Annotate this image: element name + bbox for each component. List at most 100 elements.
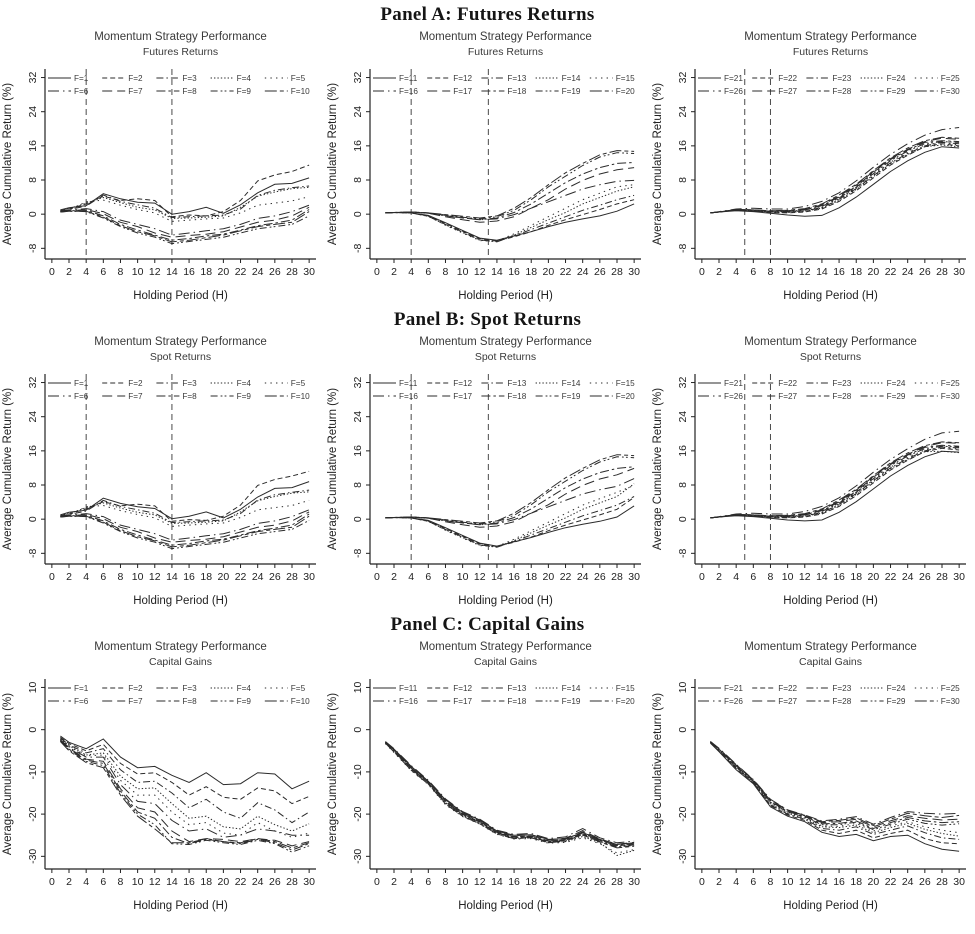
y-tick-label: -8 — [677, 549, 689, 558]
series-line — [385, 484, 635, 548]
chart-title: Momentum Strategy Performance — [744, 31, 917, 43]
legend-label: F=20 — [616, 697, 635, 706]
x-tick-label: 26 — [594, 571, 606, 583]
x-tick-label: 6 — [750, 571, 756, 583]
series-line — [60, 509, 310, 541]
x-tick-label: 22 — [885, 876, 897, 888]
chart-spot-f1-f10: Momentum Strategy Performance Spot Return… — [0, 332, 325, 610]
x-tick-label: 30 — [628, 266, 640, 278]
y-tick-label: 16 — [27, 140, 39, 152]
panel-a-heading: Panel A: Futures Returns — [380, 4, 595, 25]
x-tick-label: 16 — [183, 266, 195, 278]
x-tick-label: 22 — [560, 876, 572, 888]
series-line — [385, 741, 635, 845]
series-line — [60, 210, 310, 245]
y-axis-label: Average Cumulative Return (%) — [652, 83, 664, 245]
x-tick-label: 10 — [132, 266, 144, 278]
y-tick-label: -20 — [27, 806, 39, 821]
x-tick-label: 14 — [816, 571, 828, 583]
x-tick-label: 10 — [457, 876, 469, 888]
series-line — [385, 741, 635, 846]
x-tick-label: 20 — [868, 571, 880, 583]
legend-label: F=1 — [74, 74, 89, 83]
series-line — [385, 184, 635, 242]
y-axis-label: Average Cumulative Return (%) — [2, 693, 14, 855]
y-tick-label: 10 — [352, 681, 364, 693]
legend-label: F=11 — [399, 684, 418, 693]
series-line — [710, 140, 960, 214]
legend-label: F=12 — [453, 74, 472, 83]
x-tick-label: 20 — [868, 266, 880, 278]
x-tick-label: 2 — [66, 876, 72, 888]
series-line — [710, 127, 960, 214]
legend-label: F=2 — [128, 684, 143, 693]
series-line — [710, 741, 960, 834]
x-tick-label: 26 — [919, 876, 931, 888]
legend-label: F=28 — [832, 392, 851, 401]
chart-subtitle: Futures Returns — [468, 46, 543, 58]
x-tick-label: 0 — [699, 876, 705, 888]
x-tick-label: 12 — [149, 571, 161, 583]
x-tick-label: 0 — [374, 876, 380, 888]
y-tick-label: 24 — [27, 411, 39, 423]
x-tick-label: 14 — [816, 266, 828, 278]
y-tick-label: -8 — [27, 549, 39, 558]
legend-label: F=28 — [832, 697, 851, 706]
legend-label: F=9 — [237, 697, 252, 706]
x-tick-label: 22 — [885, 266, 897, 278]
chart-svg: Momentum Strategy Performance Spot Return… — [652, 336, 966, 607]
y-tick-label: 24 — [677, 411, 689, 423]
chart-capitalgains-f11-f20: Momentum Strategy Performance Capital Gai… — [325, 637, 650, 915]
legend-label: F=30 — [941, 392, 960, 401]
legend-label: F=2 — [128, 379, 143, 388]
x-tick-label: 12 — [474, 571, 486, 583]
x-tick-label: 22 — [235, 876, 247, 888]
legend-label: F=16 — [399, 392, 418, 401]
x-tick-label: 2 — [391, 876, 397, 888]
legend-label: F=29 — [887, 392, 906, 401]
x-tick-label: 26 — [594, 876, 606, 888]
x-tick-label: 4 — [733, 571, 739, 583]
panel-b-row: Momentum Strategy Performance Spot Return… — [0, 332, 975, 610]
chart-svg: Momentum Strategy Performance Capital Gai… — [652, 641, 966, 912]
legend-label: F=17 — [453, 87, 472, 96]
x-tick-label: 30 — [953, 571, 965, 583]
y-tick-label: 16 — [352, 140, 364, 152]
y-tick-label: -10 — [677, 764, 689, 779]
x-tick-label: 14 — [166, 571, 178, 583]
legend-label: F=7 — [128, 697, 143, 706]
series-line — [60, 196, 310, 222]
y-tick-label: 32 — [27, 72, 39, 84]
legend-label: F=19 — [562, 392, 581, 401]
x-tick-label: 0 — [49, 876, 55, 888]
x-tick-label: 10 — [457, 266, 469, 278]
chart-title: Momentum Strategy Performance — [94, 336, 267, 348]
series-line — [60, 511, 310, 543]
y-axis-label: Average Cumulative Return (%) — [327, 388, 339, 550]
x-tick-label: 4 — [83, 266, 89, 278]
series-line — [710, 741, 960, 828]
x-tick-label: 24 — [252, 876, 264, 888]
series-line — [60, 513, 310, 546]
x-tick-label: 24 — [577, 571, 589, 583]
chart-svg: Momentum Strategy Performance Spot Return… — [2, 336, 316, 607]
series-line — [710, 441, 960, 519]
x-axis-label: Holding Period (H) — [133, 900, 228, 912]
x-tick-label: 14 — [491, 876, 503, 888]
x-tick-label: 16 — [183, 571, 195, 583]
legend-label: F=5 — [291, 74, 306, 83]
y-tick-label: -30 — [27, 849, 39, 864]
x-tick-label: 28 — [936, 876, 948, 888]
y-tick-label: 32 — [352, 377, 364, 389]
legend-label: F=6 — [74, 697, 89, 706]
legend-label: F=24 — [887, 684, 906, 693]
series-line — [710, 450, 960, 522]
chart-title: Momentum Strategy Performance — [419, 31, 592, 43]
x-tick-label: 2 — [716, 266, 722, 278]
series-line — [60, 737, 310, 824]
legend-label: F=18 — [507, 392, 526, 401]
legend-label: F=4 — [237, 684, 252, 693]
x-tick-label: 28 — [936, 571, 948, 583]
y-axis-label: Average Cumulative Return (%) — [327, 83, 339, 245]
